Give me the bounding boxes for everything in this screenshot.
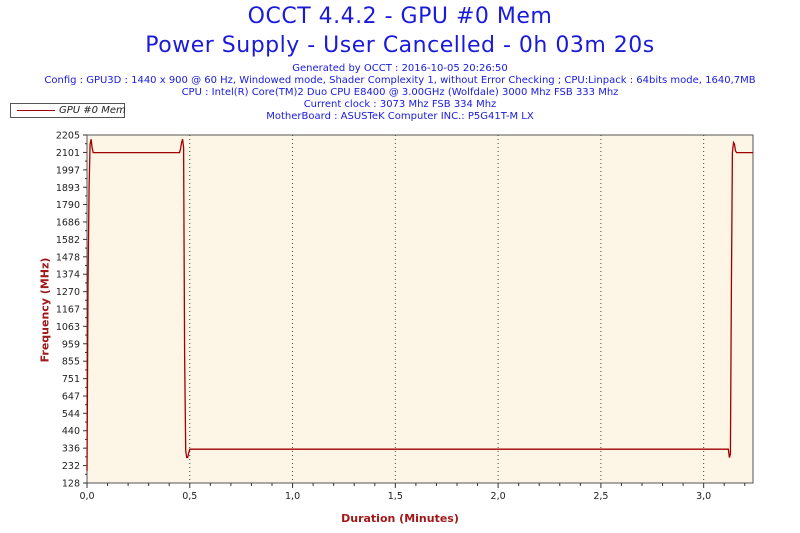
chart-subtitle: Power Supply - User Cancelled - 0h 03m 2… (145, 33, 655, 58)
y-tick-label: 128 (62, 479, 80, 490)
legend-label: GPU #0 Mem (59, 105, 126, 116)
x-axis: 0,0 0,5 1,0 1,5 2,0 2,5 3,0 (79, 483, 746, 502)
y-tick-label: 1997 (56, 165, 80, 176)
x-tick-label: 3,0 (696, 491, 711, 502)
y-tick-label: 1582 (56, 235, 80, 246)
y-tick-label: 336 (62, 444, 80, 455)
info-motherboard: MotherBoard : ASUSTeK Computer INC.: P5G… (266, 111, 534, 122)
y-tick-label: 544 (62, 409, 80, 420)
y-tick-label: 1686 (56, 217, 80, 228)
y-tick-label: 1893 (56, 183, 80, 194)
y-tick-label: 2205 (56, 131, 80, 142)
legend-swatch (17, 110, 55, 111)
y-tick-label: 855 (62, 357, 80, 368)
y-axis: 128 232 336 440 544 647 751 855 959 1063 1167 1270 1… (56, 131, 87, 490)
y-tick-label: 1270 (56, 287, 80, 298)
x-tick-label: 1,0 (285, 491, 300, 502)
y-tick-label: 959 (62, 339, 80, 350)
x-tick-label: 0,0 (79, 491, 94, 502)
info-generated: Generated by OCCT : 2016-10-05 20:26:50 (292, 63, 508, 74)
chart-title: OCCT 4.4.2 - GPU #0 Mem (247, 4, 553, 29)
y-tick-label: 1790 (56, 200, 80, 211)
x-axis-label: Duration (Minutes) (341, 512, 459, 525)
x-tick-label: 2,0 (491, 491, 506, 502)
legend: GPU #0 Mem (10, 103, 126, 118)
y-tick-label: 751 (62, 374, 80, 385)
x-tick-label: 0,5 (182, 491, 197, 502)
x-tick-label: 1,5 (388, 491, 403, 502)
y-tick-label: 232 (62, 461, 80, 472)
x-tick-label: 2,5 (593, 491, 608, 502)
y-tick-label: 1063 (56, 322, 80, 333)
y-tick-label: 2101 (56, 148, 80, 159)
y-tick-label: 1167 (56, 304, 80, 315)
info-cpu: CPU : Intel(R) Core(TM)2 Duo CPU E8400 @… (181, 87, 619, 98)
info-config: Config : GPU3D : 1440 x 900 @ 60 Hz, Win… (44, 75, 756, 86)
series-line (86, 139, 753, 471)
y-tick-label: 440 (62, 426, 80, 437)
plot-area (86, 134, 754, 484)
y-tick-label: 1478 (56, 252, 80, 263)
y-axis-label: Frequency (MHz) (38, 257, 52, 363)
y-tick-label: 1374 (56, 270, 80, 281)
info-clock: Current clock : 3073 Mhz FSB 334 Mhz (303, 99, 497, 110)
y-tick-label: 647 (62, 392, 80, 403)
